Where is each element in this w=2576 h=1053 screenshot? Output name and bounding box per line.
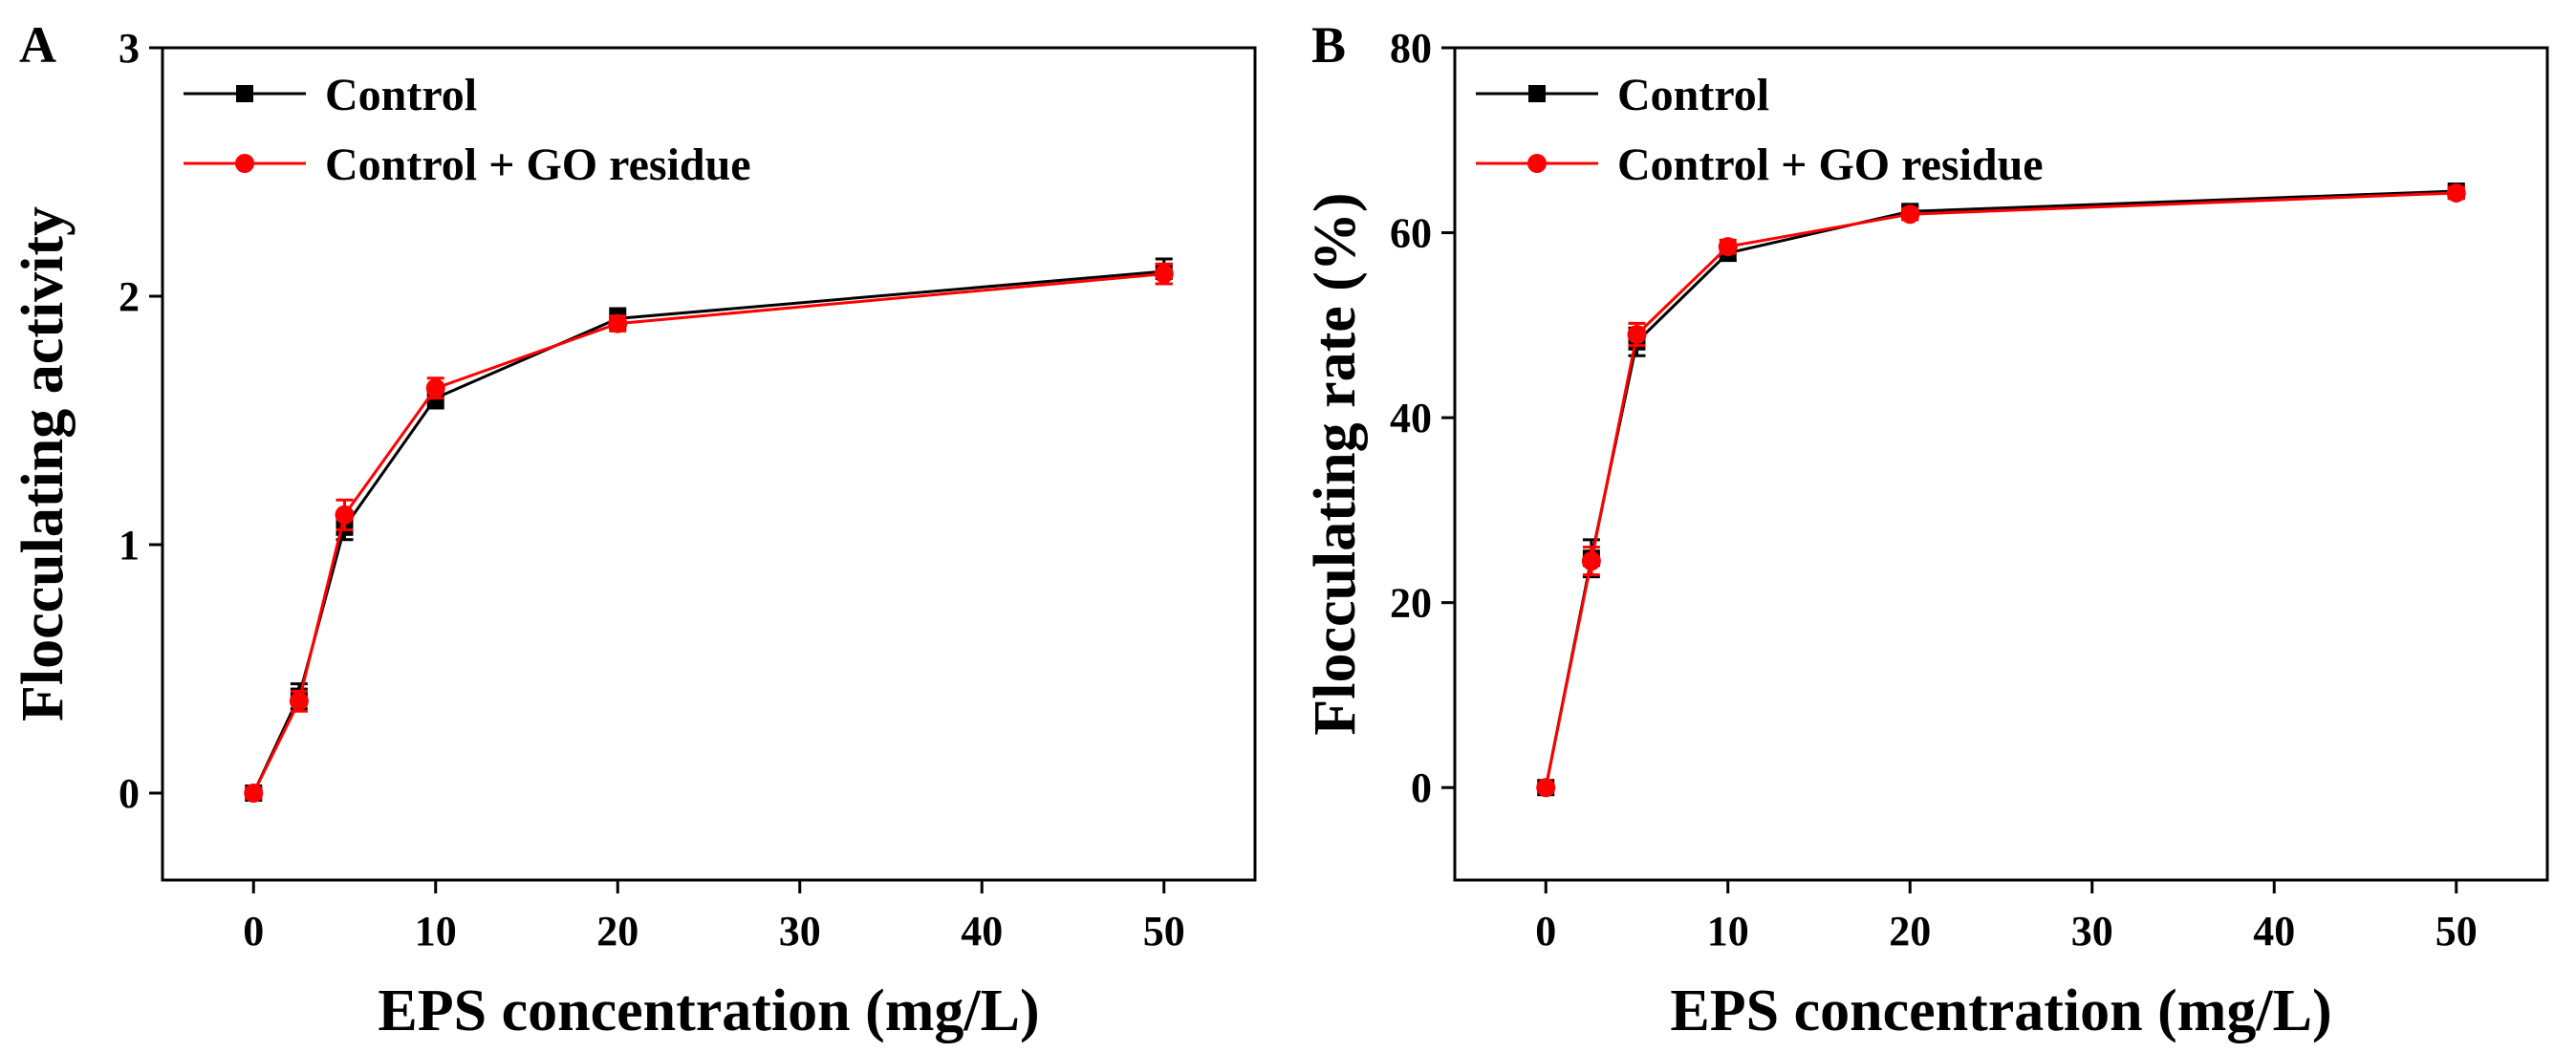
data-point bbox=[1718, 237, 1738, 257]
plot-frame bbox=[161, 46, 1257, 882]
legend: Control Control + GO residue bbox=[184, 70, 751, 190]
data-point bbox=[289, 691, 309, 711]
y-axis-label: Flocculating rate (%) bbox=[1303, 192, 1368, 735]
legend-label: Control bbox=[325, 70, 477, 120]
legend-marker bbox=[1527, 154, 1547, 173]
x-tick-label: 10 bbox=[415, 908, 457, 955]
x-tick-label: 10 bbox=[1707, 908, 1749, 955]
data-point bbox=[2446, 183, 2466, 203]
x-tick-label: 20 bbox=[1889, 908, 1931, 955]
data-point bbox=[425, 378, 445, 398]
series-control bbox=[245, 257, 1173, 802]
x-tick-label: 20 bbox=[596, 908, 639, 955]
panel-label: A bbox=[19, 16, 56, 74]
x-tick-label: 0 bbox=[243, 908, 264, 955]
x-axis-label: EPS concentration (mg/L) bbox=[1670, 978, 2331, 1043]
y-tick-label: 80 bbox=[1390, 25, 1432, 72]
x-tick-label: 30 bbox=[2071, 908, 2113, 955]
series-control bbox=[1537, 183, 2465, 797]
series-line bbox=[251, 269, 1164, 794]
y-tick-label: 40 bbox=[1390, 395, 1432, 441]
plot-frame bbox=[1453, 46, 2549, 882]
y-tick-label: 0 bbox=[1411, 764, 1432, 811]
panel-label: B bbox=[1311, 16, 1346, 74]
y-tick-label: 0 bbox=[119, 770, 140, 817]
data-point bbox=[244, 784, 264, 803]
series-line bbox=[1544, 191, 2457, 788]
x-tick-label: 0 bbox=[1535, 908, 1556, 955]
y-axis-label: Flocculating activity bbox=[11, 206, 76, 721]
x-tick-label: 50 bbox=[2435, 908, 2478, 955]
x-tick-label: 40 bbox=[2253, 908, 2295, 955]
x-tick-label: 40 bbox=[961, 908, 1003, 955]
y-tick-label: 1 bbox=[119, 522, 140, 569]
x-axis-label: EPS concentration (mg/L) bbox=[378, 978, 1039, 1043]
data-point bbox=[1536, 778, 1556, 798]
series-control-go-residue bbox=[1536, 183, 2466, 798]
legend-marker bbox=[235, 154, 254, 173]
legend-label: Control + GO residue bbox=[1617, 140, 2044, 190]
chart-panel-a: 0 10 20 30 40 50 0 1 2 3 EPS concentration (mg/L) F… bbox=[11, 16, 1257, 1043]
series-line bbox=[1544, 189, 2457, 788]
y-tick-label: 20 bbox=[1390, 580, 1432, 627]
data-point bbox=[1627, 325, 1647, 345]
x-tick-label: 50 bbox=[1143, 908, 1185, 955]
data-point bbox=[335, 505, 355, 525]
legend-marker bbox=[1528, 85, 1546, 102]
legend: Control Control + GO residue bbox=[1476, 70, 2044, 190]
legend-label: Control bbox=[1617, 70, 1769, 120]
legend-marker bbox=[236, 85, 253, 102]
x-tick-label: 30 bbox=[779, 908, 821, 955]
legend-label: Control + GO residue bbox=[325, 140, 751, 190]
series-line bbox=[251, 272, 1164, 794]
y-tick-label: 2 bbox=[119, 273, 140, 320]
chart-panel-b: 0 10 20 30 40 50 0 20 40 60 80 EPS concentration (m… bbox=[1303, 16, 2549, 1043]
data-point bbox=[1900, 204, 1920, 225]
y-tick-label: 60 bbox=[1390, 210, 1432, 257]
data-point bbox=[1154, 264, 1174, 284]
data-point bbox=[1581, 551, 1601, 571]
series-control-go-residue bbox=[244, 262, 1174, 803]
data-point bbox=[608, 313, 628, 333]
y-tick-label: 3 bbox=[119, 25, 140, 72]
